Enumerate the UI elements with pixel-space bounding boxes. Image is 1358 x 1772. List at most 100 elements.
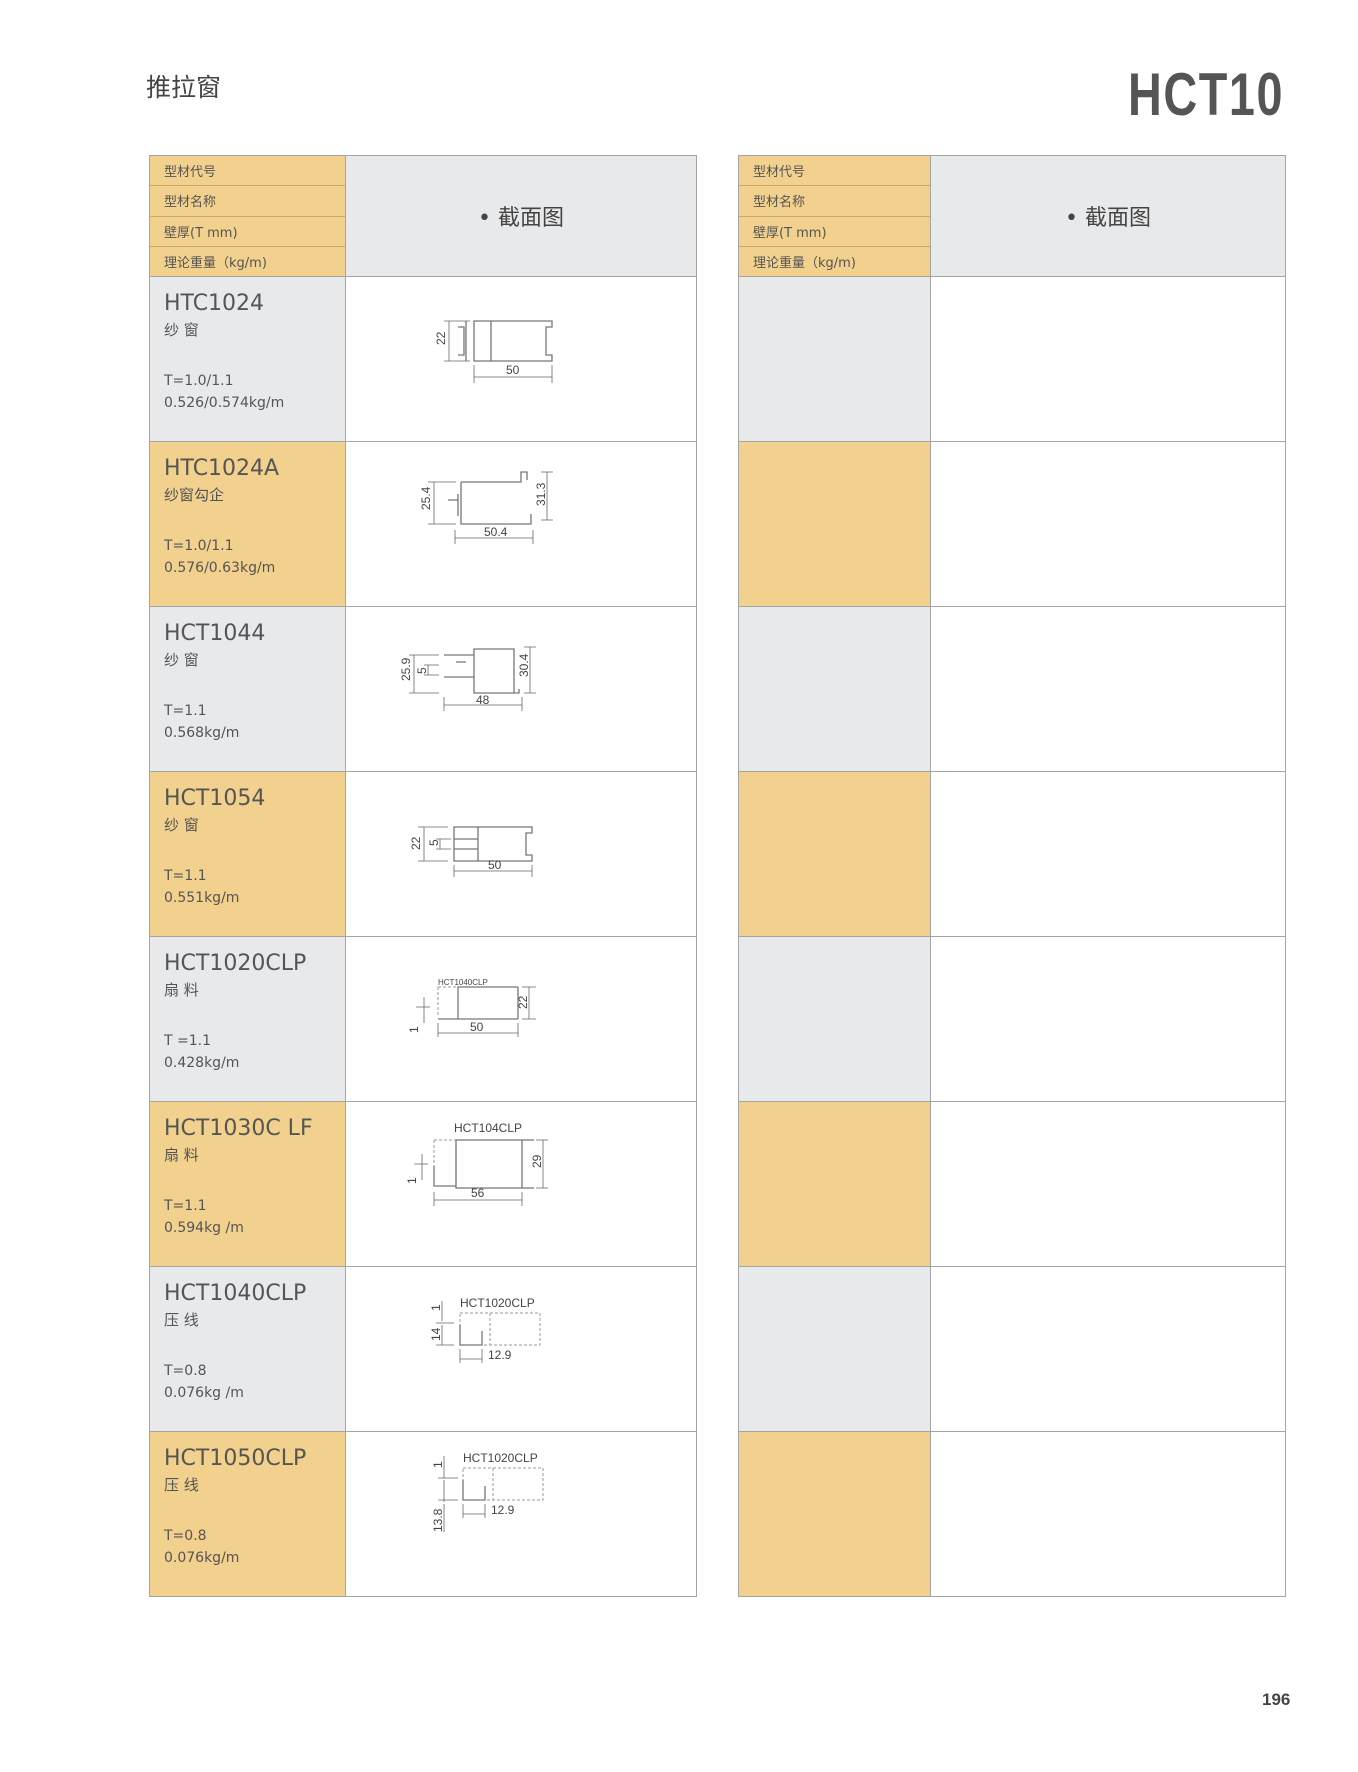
table-header: 型材代号 型材名称 壁厚(T mm) 理论重量（kg/m) • 截面图 bbox=[150, 156, 696, 277]
dimension-label: 1 bbox=[431, 1461, 445, 1468]
profile-code: HCT1020CLP bbox=[164, 951, 307, 976]
wall-thickness: T=0.8 bbox=[164, 1363, 207, 1379]
dimension-label: 12.9 bbox=[491, 1503, 515, 1517]
profile-info: HCT1020CLP 扇 料 T =1.1 0.428kg/m bbox=[150, 937, 346, 1101]
profile-code: HCT1040CLP bbox=[164, 1281, 307, 1306]
profile-info: HTC1024 纱 窗 T=1.0/1.1 0.526/0.574kg/m bbox=[150, 277, 346, 441]
dimension-label: 22 bbox=[409, 836, 423, 850]
profile-cross-section: HCT1020CLP 1 13.8 12.9 bbox=[431, 1451, 544, 1532]
dimension-label: 50 bbox=[488, 858, 502, 872]
table-row: HCT1054 纱 窗 T=1.1 0.551kg/m 22 5 50 bbox=[150, 772, 696, 937]
profile-name: 纱窗勾企 bbox=[164, 486, 225, 504]
table-row bbox=[739, 607, 1285, 772]
table-row bbox=[739, 772, 1285, 937]
profile-info bbox=[739, 772, 931, 936]
section-drawing: 25.4 31.3 50.4 bbox=[346, 442, 696, 606]
table-row: HTC1024A 纱窗勾企 T=1.0/1.1 0.576/0.63kg/m 25… bbox=[150, 442, 696, 607]
profile-name: 压 线 bbox=[164, 1311, 199, 1329]
section-drawing: 22 5 50 bbox=[346, 772, 696, 936]
section-drawing bbox=[931, 1267, 1285, 1431]
profile-name: 纱 窗 bbox=[164, 816, 199, 834]
wall-thickness: T =1.1 bbox=[164, 1033, 211, 1049]
wall-thickness: T=1.1 bbox=[164, 703, 207, 719]
profile-cross-section: HCT104CLP 1 29 56 bbox=[405, 1121, 548, 1206]
dimension-label: 1 bbox=[429, 1304, 443, 1311]
section-drawing-heading: • 截面图 bbox=[346, 156, 696, 276]
profile-name: 扇 料 bbox=[164, 1146, 199, 1164]
theoretical-weight: 0.594kg /m bbox=[164, 1220, 244, 1236]
table-row bbox=[739, 1267, 1285, 1432]
profile-code: HCT1044 bbox=[164, 621, 266, 646]
table-row: HCT1044 纱 窗 T=1.1 0.568kg/m 25.9 5 30.4 48 bbox=[150, 607, 696, 772]
dimension-label: 14 bbox=[429, 1327, 443, 1341]
page-number: 196 bbox=[1262, 1690, 1291, 1709]
section-drawing: HCT1020CLP 1 14 12.9 bbox=[346, 1267, 696, 1431]
profile-name: 扇 料 bbox=[164, 981, 199, 999]
profile-code: HTC1024A bbox=[164, 456, 280, 481]
header-label: 壁厚(T mm) bbox=[150, 217, 345, 247]
profile-info: HCT1030C LF 扇 料 T=1.1 0.594kg /m bbox=[150, 1102, 346, 1266]
profile-cross-section: HCT1040CLP 1 22 50 bbox=[407, 978, 536, 1037]
profile-code: HCT1030C LF bbox=[164, 1116, 313, 1141]
theoretical-weight: 0.076kg/m bbox=[164, 1550, 240, 1566]
section-drawing: 25.9 5 30.4 48 bbox=[346, 607, 696, 771]
theoretical-weight: 0.076kg /m bbox=[164, 1385, 244, 1401]
table-row bbox=[739, 937, 1285, 1102]
dimension-label: HCT104CLP bbox=[454, 1121, 522, 1135]
theoretical-weight: 0.428kg/m bbox=[164, 1055, 240, 1071]
profile-info bbox=[739, 937, 931, 1101]
header-label: 理论重量（kg/m) bbox=[164, 255, 267, 271]
series-code: HCT10 bbox=[1127, 61, 1284, 128]
section-drawing: HCT1040CLP 1 22 50 bbox=[346, 937, 696, 1101]
dimension-label: 1 bbox=[405, 1177, 419, 1184]
profile-info bbox=[739, 1432, 931, 1596]
dimension-label: 22 bbox=[434, 331, 448, 345]
dimension-label: 25.4 bbox=[419, 486, 433, 510]
profile-table-right: 型材代号 型材名称 壁厚(T mm) 理论重量（kg/m) • 截面图 bbox=[738, 155, 1286, 1597]
profile-cross-section: 22 5 50 bbox=[409, 826, 533, 877]
dimension-label: HCT1020CLP bbox=[463, 1451, 538, 1465]
table-row bbox=[739, 1102, 1285, 1267]
profile-cross-section: 25.4 31.3 50.4 bbox=[419, 471, 553, 544]
section-drawing bbox=[931, 607, 1285, 771]
header-labels: 型材代号 型材名称 壁厚(T mm) 理论重量（kg/m) bbox=[739, 156, 931, 276]
profile-name: 纱 窗 bbox=[164, 321, 199, 339]
section-drawing: 22 50 bbox=[346, 277, 696, 441]
dimension-label: 25.9 bbox=[399, 657, 413, 681]
theoretical-weight: 0.576/0.63kg/m bbox=[164, 560, 276, 576]
profile-info bbox=[739, 442, 931, 606]
section-drawing bbox=[931, 772, 1285, 936]
dimension-label: 13.8 bbox=[431, 1508, 445, 1532]
profile-info bbox=[739, 607, 931, 771]
section-drawing bbox=[931, 1432, 1285, 1596]
dimension-label: 22 bbox=[516, 995, 530, 1009]
section-drawing-heading: • 截面图 bbox=[931, 156, 1285, 276]
theoretical-weight: 0.568kg/m bbox=[164, 725, 240, 741]
table-row: HCT1040CLP 压 线 T=0.8 0.076kg /m HCT1020CL… bbox=[150, 1267, 696, 1432]
dimension-label: 12.9 bbox=[488, 1348, 512, 1362]
dimension-label: 5 bbox=[415, 667, 429, 674]
table-row: HTC1024 纱 窗 T=1.0/1.1 0.526/0.574kg/m 22 5… bbox=[150, 277, 696, 442]
dimension-label: 50.4 bbox=[484, 525, 508, 539]
wall-thickness: T=1.1 bbox=[164, 1198, 207, 1214]
table-row bbox=[739, 277, 1285, 442]
wall-thickness: T=1.0/1.1 bbox=[164, 538, 234, 554]
section-drawing bbox=[931, 442, 1285, 606]
profile-cross-section: 25.9 5 30.4 48 bbox=[399, 646, 536, 711]
section-drawing bbox=[931, 277, 1285, 441]
header-label: 型材代号 bbox=[739, 156, 930, 187]
profile-table-left: 型材代号 型材名称 壁厚(T mm) 理论重量（kg/m) • 截面图 HTC1024 纱… bbox=[149, 155, 697, 1597]
section-drawing bbox=[931, 937, 1285, 1101]
profile-code: HCT1050CLP bbox=[164, 1446, 307, 1471]
profile-cross-section: HCT1020CLP 1 14 12.9 bbox=[429, 1296, 541, 1363]
profile-info bbox=[739, 277, 931, 441]
table-row bbox=[739, 442, 1285, 607]
page-title: 推拉窗 bbox=[146, 73, 222, 102]
dimension-label: 56 bbox=[471, 1186, 485, 1200]
profile-info bbox=[739, 1267, 931, 1431]
table-row: HCT1020CLP 扇 料 T =1.1 0.428kg/m HCT1040CL… bbox=[150, 937, 696, 1102]
dimension-label: 50 bbox=[470, 1020, 484, 1034]
table-row bbox=[739, 1432, 1285, 1597]
section-drawing: HCT1020CLP 1 13.8 12.9 bbox=[346, 1432, 696, 1596]
